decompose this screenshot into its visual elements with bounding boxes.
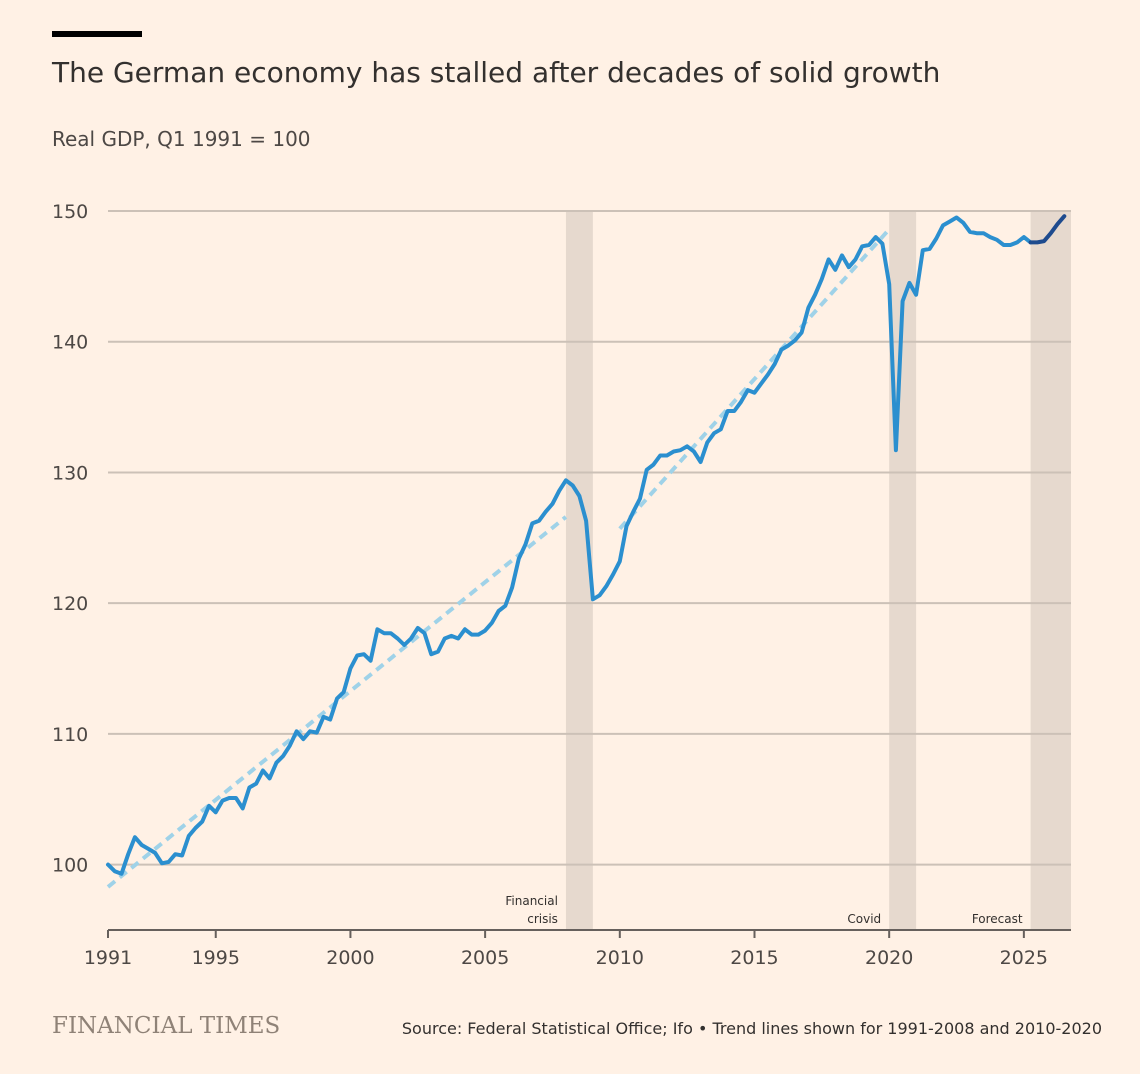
chart-title: The German economy has stalled after dec…: [52, 56, 941, 89]
x-tick-label: 1995: [192, 947, 240, 969]
x-tick-label: 1991: [84, 947, 132, 969]
ft-logo: FINANCIAL TIMES: [52, 1013, 281, 1039]
y-tick-label: 120: [52, 593, 88, 615]
chart-subtitle: Real GDP, Q1 1991 = 100: [52, 127, 311, 151]
y-tick-label: 150: [52, 201, 88, 223]
y-tick-label: 140: [52, 332, 88, 354]
y-tick-label: 130: [52, 462, 88, 484]
x-tick-label: 2015: [730, 947, 778, 969]
shade-forecast: [1030, 211, 1071, 930]
x-tick-label: 2005: [461, 947, 509, 969]
y-tick-label: 110: [52, 724, 88, 746]
trend-line-2: [618, 227, 891, 531]
y-tick-label: 100: [52, 855, 88, 877]
financial-crisis-label: Financial crisis: [505, 894, 558, 926]
covid-label: Covid: [847, 912, 881, 926]
x-tick-label: 2020: [865, 947, 913, 969]
forecast-series-line: [1028, 214, 1067, 245]
x-tick-label: 2025: [1000, 947, 1048, 969]
top-rule: [52, 31, 142, 37]
x-tick-label: 2010: [596, 947, 644, 969]
trend-line-1: [106, 515, 568, 889]
forecast-label: Forecast: [972, 912, 1023, 926]
gdp-series-line: [106, 215, 1033, 876]
shade-financial-crisis: [565, 211, 593, 930]
source-note: Source: Federal Statistical Office; Ifo …: [401, 1019, 1102, 1038]
x-tick-label: 2000: [326, 947, 374, 969]
